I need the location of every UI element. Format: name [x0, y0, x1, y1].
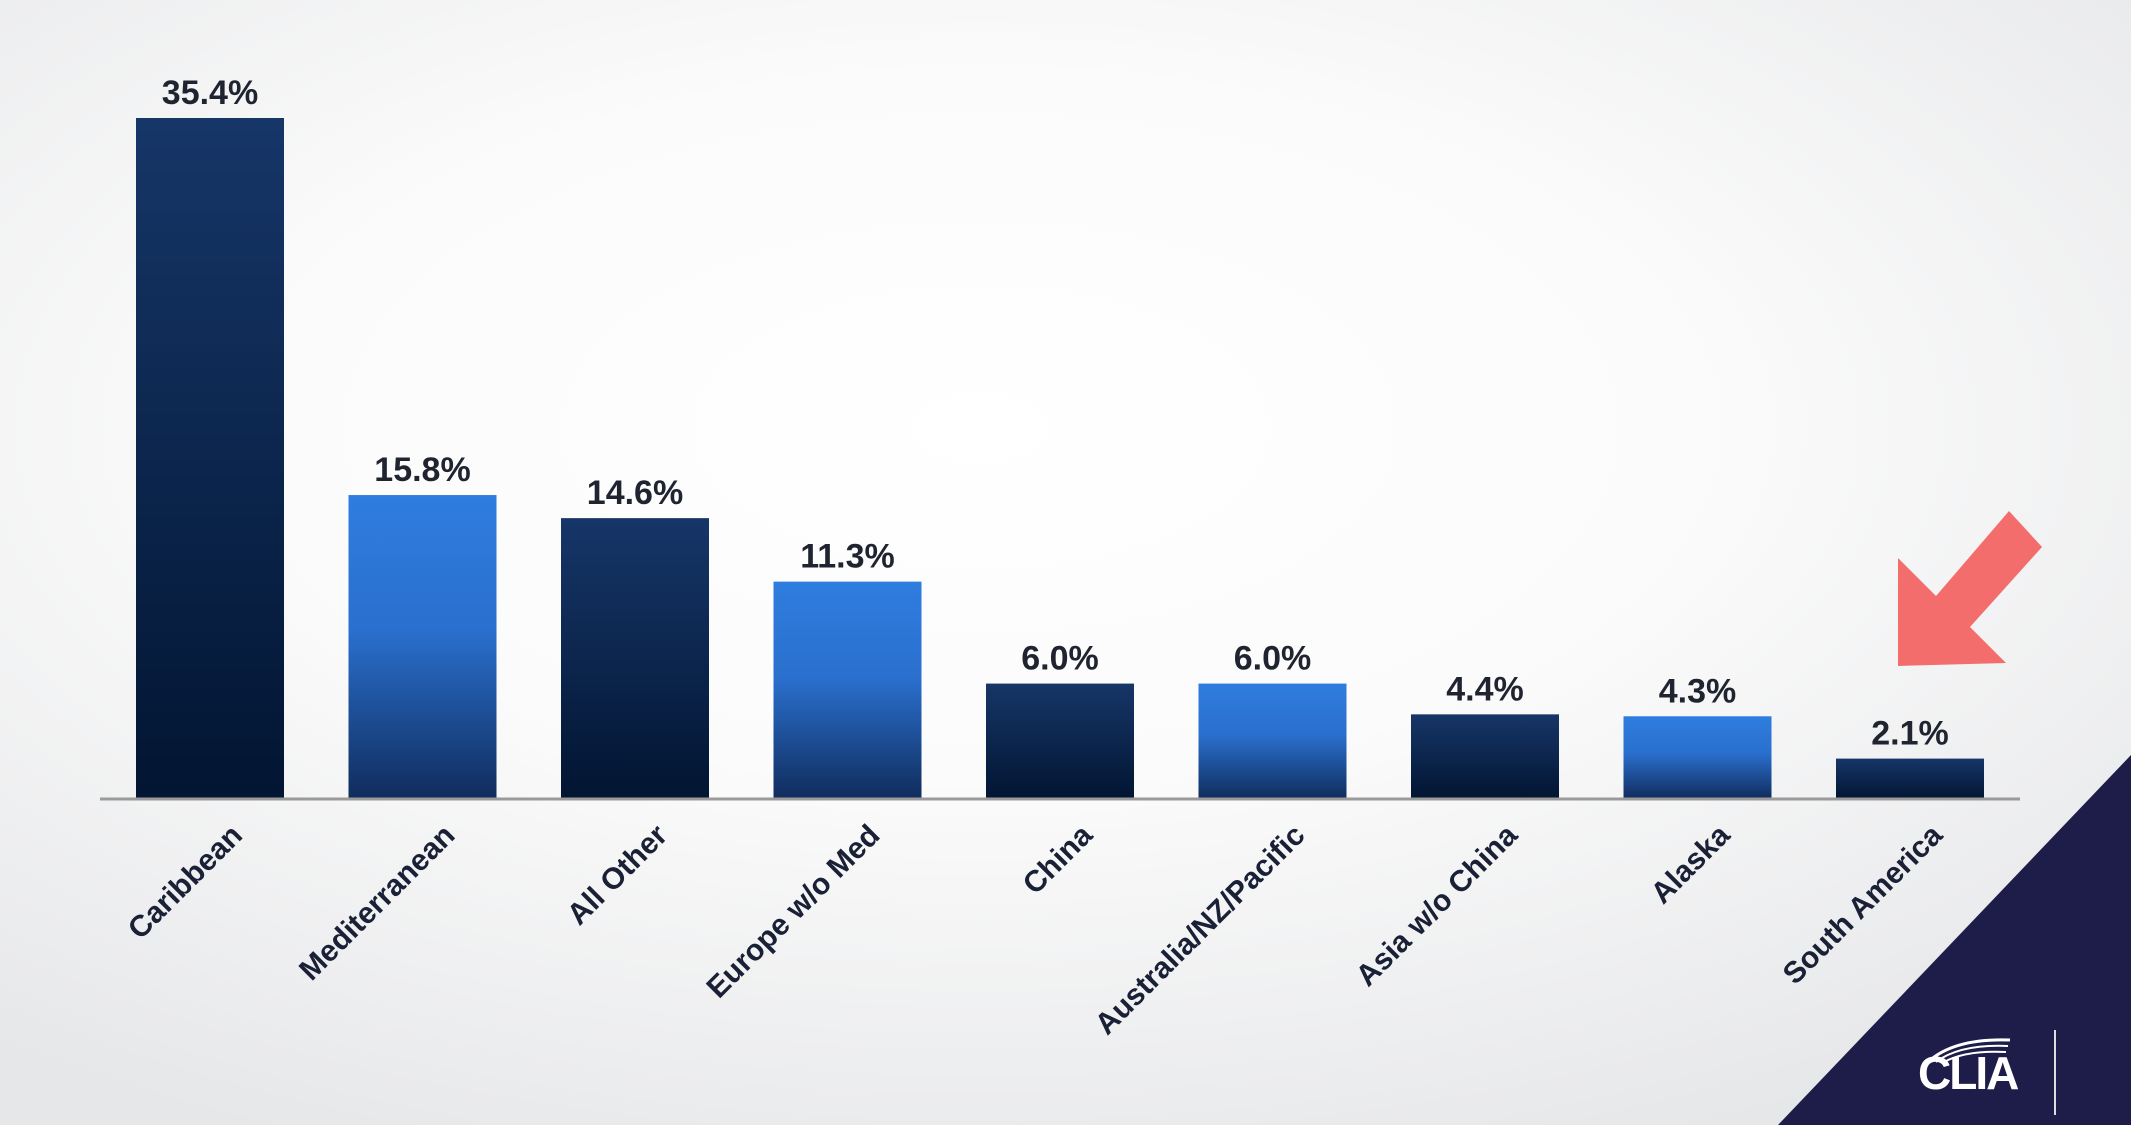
bar-asia-w-o-china	[1411, 714, 1559, 799]
value-label: 6.0%	[1021, 640, 1099, 678]
value-label: 14.6%	[587, 474, 683, 512]
value-label: 2.1%	[1871, 715, 1949, 753]
bars-group	[136, 118, 1984, 799]
bar-alaska	[1623, 716, 1772, 799]
value-label: 35.4%	[162, 74, 258, 112]
category-label: China	[1017, 818, 1099, 900]
bar-all-other	[561, 518, 709, 799]
bar-europe-w-o-med	[773, 581, 922, 799]
logo-divider	[2054, 1030, 2056, 1115]
category-labels-group: Caribbean Mediterranean All Other Europe w/…	[122, 818, 1949, 1041]
category-label: Australia/NZ/Pacific	[1089, 819, 1312, 1042]
value-label: 6.0%	[1234, 640, 1312, 678]
annotation-arrow	[1898, 511, 2042, 666]
category-label: Europe w/o Med	[700, 819, 886, 1005]
value-labels-group: 35.4% 15.8% 14.6% 11.3% 6.0% 6.0% 4.4% 4.3% 2.1%	[162, 74, 1949, 753]
value-label: 4.4%	[1446, 670, 1524, 708]
category-label: Asia w/o China	[1350, 818, 1524, 992]
value-label: 4.3%	[1659, 672, 1737, 710]
category-label: All Other	[561, 818, 674, 931]
value-label: 15.8%	[374, 451, 470, 489]
category-label: Caribbean	[122, 819, 249, 946]
clia-logo: CLIA	[1918, 1047, 2019, 1099]
bar-south-america	[1836, 758, 1984, 799]
category-label: Alaska	[1645, 818, 1737, 910]
category-label: South America	[1777, 818, 1949, 990]
bar-caribbean	[136, 118, 284, 799]
arrow-icon	[1898, 511, 2042, 666]
category-label: Mediterranean	[293, 819, 461, 987]
value-label: 11.3%	[800, 538, 895, 576]
logo-swoosh-icon	[1926, 1038, 2011, 1064]
bar-mediterranean	[348, 495, 497, 799]
bar-china	[986, 683, 1134, 799]
bar-australia-nz-pacific	[1198, 683, 1347, 799]
